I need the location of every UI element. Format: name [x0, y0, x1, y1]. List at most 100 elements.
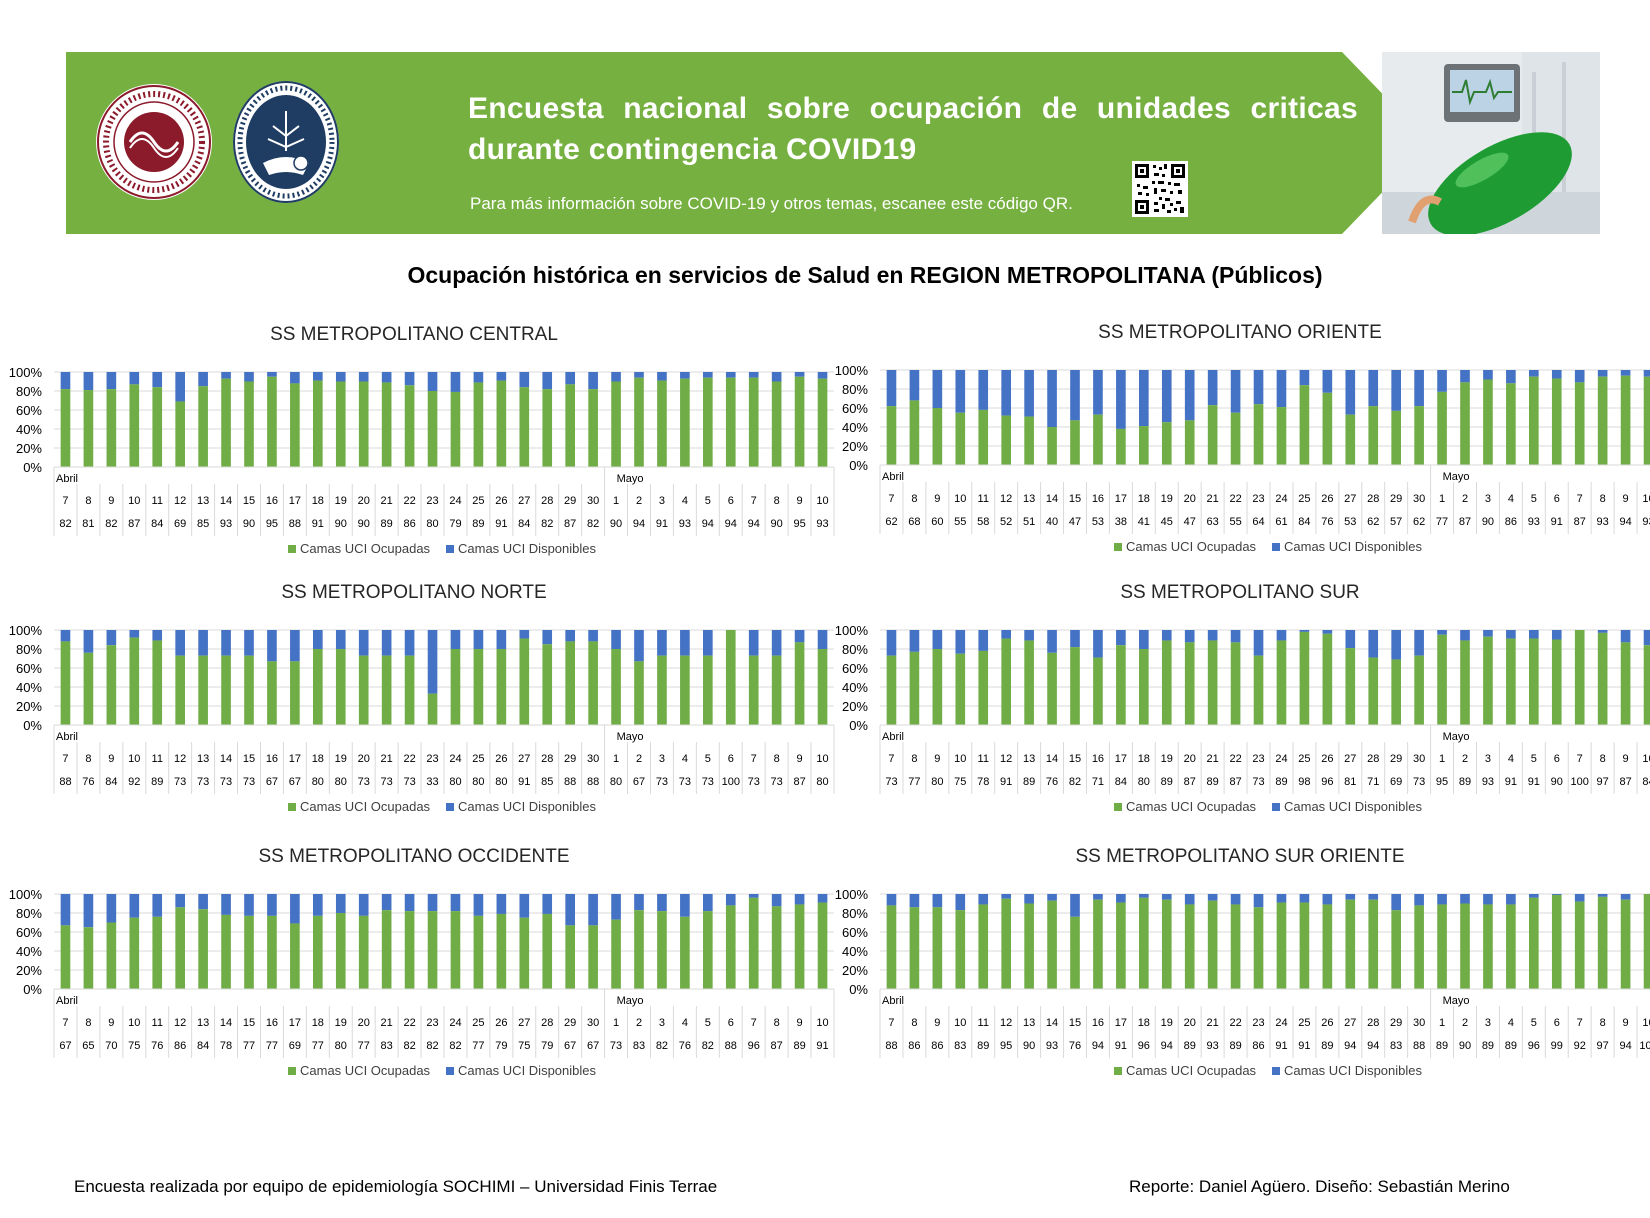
- bar-ocupadas: [290, 923, 300, 989]
- chart-svg: SS METROPOLITANO SUR 0% 20% 40% 60% 80% 100% Ab…: [835, 582, 1650, 814]
- legend-swatch-ocupadas: [288, 545, 296, 553]
- x-tick-label: 2: [1462, 753, 1468, 765]
- data-label: 53: [1344, 516, 1356, 528]
- bar-ocupadas: [771, 906, 782, 989]
- data-label: 86: [908, 1040, 920, 1052]
- x-tick-label: 18: [1138, 753, 1150, 765]
- bar-ocupadas: [427, 911, 438, 989]
- month-label: Abril: [882, 995, 904, 1007]
- data-label: 89: [472, 518, 484, 530]
- bar-ocupadas: [1551, 378, 1562, 465]
- bar-ocupadas: [1620, 375, 1631, 465]
- chart-title: SS METROPOLITANO SUR: [1120, 582, 1359, 603]
- x-tick-label: 16: [1092, 753, 1104, 765]
- bar-ocupadas: [1139, 649, 1149, 725]
- x-tick-label: 30: [1413, 493, 1425, 505]
- bar-ocupadas: [725, 630, 736, 725]
- chart-ss-metropolitano-norte: SS METROPOLITANO NORTE 0% 20% 40% 60% 80% 100%…: [0, 568, 840, 818]
- data-label: 76: [1046, 776, 1058, 788]
- x-tick-label: 3: [659, 495, 665, 507]
- bar-ocupadas: [725, 377, 736, 467]
- x-tick-label: 26: [495, 1017, 507, 1029]
- data-label: 67: [59, 1040, 71, 1052]
- data-label: 52: [1000, 516, 1012, 528]
- data-label: 87: [1229, 776, 1241, 788]
- data-label: 90: [1459, 1040, 1471, 1052]
- data-label: 45: [1161, 516, 1173, 528]
- data-label: 97: [1597, 776, 1609, 788]
- x-tick-label: 30: [1413, 753, 1425, 765]
- x-tick-label: 2: [1462, 493, 1468, 505]
- bar-ocupadas: [978, 409, 989, 465]
- bar-disponibles: [290, 894, 300, 924]
- bar-ocupadas: [588, 925, 598, 989]
- bar-ocupadas: [680, 655, 690, 725]
- chart-title: SS METROPOLITANO CENTRAL: [270, 324, 558, 345]
- y-tick-label: 20%: [16, 963, 42, 978]
- data-label: 86: [403, 518, 415, 530]
- x-tick-label: 30: [587, 1017, 599, 1029]
- bar-ocupadas: [978, 650, 989, 725]
- bar-disponibles: [932, 894, 943, 908]
- data-label: 96: [1138, 1040, 1150, 1052]
- bar-disponibles: [1368, 630, 1379, 658]
- bar-ocupadas: [358, 655, 369, 725]
- data-label: 78: [220, 1040, 232, 1052]
- bar-ocupadas: [175, 401, 185, 467]
- x-tick-label: 16: [266, 495, 278, 507]
- data-label: 80: [1138, 776, 1150, 788]
- data-label: 91: [1298, 1040, 1310, 1052]
- data-label: 82: [426, 1040, 438, 1052]
- data-label: 94: [748, 518, 760, 530]
- data-label: 73: [610, 1040, 622, 1052]
- data-label: 73: [1413, 776, 1425, 788]
- x-tick-label: 17: [1115, 1017, 1127, 1029]
- bar-ocupadas: [542, 913, 553, 989]
- bar-ocupadas: [60, 641, 71, 725]
- x-tick-label: 1: [613, 495, 619, 507]
- bar-disponibles: [1070, 370, 1080, 421]
- bar-disponibles: [1184, 370, 1195, 421]
- bar-disponibles: [1276, 370, 1287, 408]
- bar-ocupadas: [1460, 640, 1470, 725]
- data-label: 91: [1528, 776, 1540, 788]
- banner-title: Encuesta nacional sobre ocupación de uni…: [468, 92, 1358, 166]
- y-tick-label: 0%: [23, 718, 42, 733]
- x-tick-label: 10: [1642, 753, 1650, 765]
- data-label: 70: [105, 1040, 117, 1052]
- x-tick-label: 7: [751, 1017, 757, 1029]
- x-tick-label: 8: [85, 1017, 91, 1029]
- bar-ocupadas: [1391, 410, 1401, 465]
- legend-swatch-ocupadas: [1114, 543, 1122, 551]
- x-tick-label: 21: [1207, 753, 1219, 765]
- x-tick-label: 20: [1184, 753, 1196, 765]
- bar-disponibles: [1414, 894, 1424, 906]
- x-tick-label: 9: [797, 753, 803, 765]
- month-label: Mayo: [1443, 995, 1470, 1007]
- bar-disponibles: [1299, 630, 1310, 632]
- bar-disponibles: [955, 370, 966, 413]
- bar-ocupadas: [267, 915, 277, 989]
- data-label: 80: [312, 776, 324, 788]
- x-tick-label: 18: [1138, 493, 1150, 505]
- x-tick-label: 27: [518, 495, 530, 507]
- x-tick-label: 27: [1344, 1017, 1356, 1029]
- bar-ocupadas: [565, 925, 575, 989]
- x-tick-label: 12: [1000, 493, 1012, 505]
- qr-code[interactable]: [1132, 161, 1188, 217]
- bar-disponibles: [381, 372, 392, 383]
- data-label: 93: [1642, 516, 1650, 528]
- bar-disponibles: [1161, 894, 1172, 900]
- bar-ocupadas: [565, 384, 575, 467]
- month-label: Abril: [56, 473, 78, 485]
- data-label: 87: [1459, 516, 1471, 528]
- x-tick-label: 26: [1321, 1017, 1333, 1029]
- bar-disponibles: [1391, 630, 1401, 660]
- x-tick-label: 7: [888, 1017, 894, 1029]
- bar-ocupadas: [1529, 638, 1539, 725]
- banner-background: [66, 52, 1430, 234]
- bar-disponibles: [1207, 630, 1218, 641]
- data-label: 77: [1436, 516, 1448, 528]
- bar-ocupadas: [1116, 902, 1126, 989]
- data-label: 77: [243, 1040, 255, 1052]
